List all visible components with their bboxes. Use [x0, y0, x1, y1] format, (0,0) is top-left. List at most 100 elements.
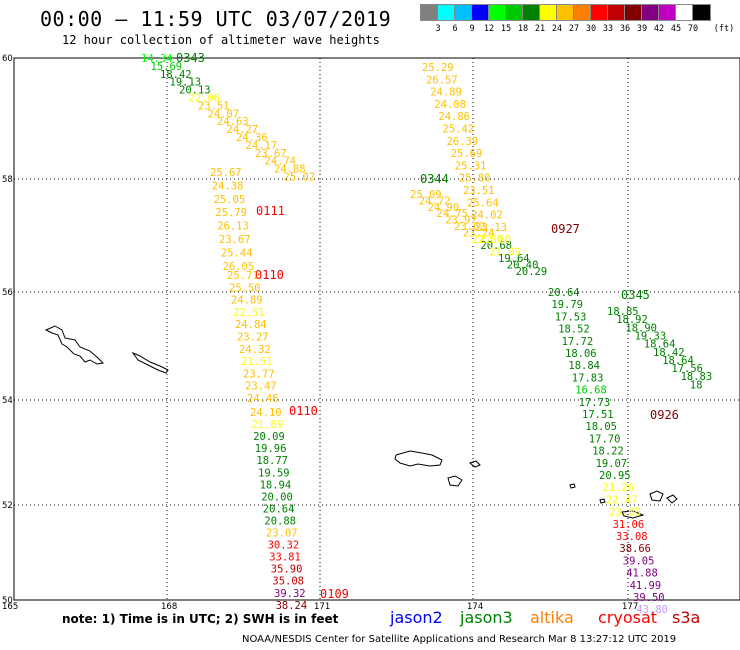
- wave-height-value: 18: [690, 379, 703, 391]
- wave-height-value: 24.08: [434, 99, 466, 111]
- wave-height-value: 17.72: [562, 336, 594, 348]
- wave-height-value: 21.09: [489, 247, 521, 259]
- wave-height-value: 25.64: [467, 197, 499, 209]
- wave-height-value: 23.67: [219, 234, 251, 246]
- wave-height-value: 16.68: [575, 385, 607, 397]
- scale-swatch: [675, 4, 694, 21]
- wave-height-value: 19.64: [498, 253, 530, 265]
- wave-height-value: 25.80: [459, 173, 491, 185]
- wave-height-value: 22.50: [479, 234, 511, 246]
- wave-height-value: 24.46: [247, 393, 279, 405]
- scale-swatch: [590, 4, 609, 21]
- scale-swatch: [454, 4, 473, 21]
- coastline-island: [468, 460, 481, 468]
- scale-swatch: [522, 4, 541, 21]
- wave-height-value: 20.88: [264, 516, 296, 528]
- legend-s3a: s3a: [672, 608, 701, 627]
- coastline-island: [447, 475, 463, 487]
- legend-jason2: jason2: [390, 608, 443, 627]
- scale-tick-label: 33: [602, 24, 614, 34]
- coastline-island: [131, 351, 169, 374]
- latitude-label: 56: [2, 288, 13, 298]
- wave-height-value: 23.47: [245, 381, 277, 393]
- wave-height-value: 23.07: [266, 528, 298, 540]
- wave-height-value: 17.53: [555, 311, 587, 323]
- scale-tick-label: 15: [500, 24, 512, 34]
- wave-height-value: 23.97: [445, 215, 477, 227]
- scale-tick-label: 21: [534, 24, 546, 34]
- coastline-island: [649, 490, 664, 502]
- wave-height-value: 35.08: [272, 576, 304, 588]
- wave-height-value: 21.69: [252, 419, 284, 431]
- wave-height-value: 15.69: [151, 61, 183, 73]
- wave-height-value: 19.13: [170, 77, 202, 89]
- scale-swatch: [624, 4, 643, 21]
- wave-height-value: 24.88: [274, 164, 306, 176]
- pass-time-label: 0110: [255, 268, 284, 282]
- wave-height-value: 23.62: [454, 221, 486, 233]
- wave-height-value: 24.36: [236, 132, 268, 144]
- wave-height-value: 25.29: [422, 62, 454, 74]
- page-title: 00:00 – 11:59 UTC 03/07/2019: [40, 7, 392, 31]
- scale-unit: (ft): [713, 24, 735, 34]
- pass-time-label: 0343: [176, 51, 205, 65]
- wave-height-value: 18.06: [565, 348, 597, 360]
- wave-height-value: 20.64: [263, 503, 295, 515]
- wave-height-value: 24.07: [208, 108, 240, 120]
- legend-cryosat: cryosat: [598, 608, 658, 627]
- wave-height-value: 26.57: [426, 74, 458, 86]
- coastline-island: [569, 483, 576, 489]
- wave-height-value: 18.92: [616, 314, 648, 326]
- wave-height-value: 19.59: [258, 467, 290, 479]
- wave-height-value: 22.51: [233, 307, 265, 319]
- scale-tick-label: 9: [469, 24, 475, 34]
- latitude-label: 52: [2, 501, 13, 511]
- wave-height-value: 25.05: [214, 194, 246, 206]
- wave-height-value: 23.67: [255, 148, 287, 160]
- wave-height-value: 39.32: [274, 588, 306, 600]
- wave-height-value: 20.68: [480, 240, 512, 252]
- wave-height-value: 14.34: [141, 53, 173, 65]
- scale-swatch: [607, 4, 626, 21]
- wave-height-value: 25.09: [410, 189, 442, 201]
- wave-height-value: 18.42: [653, 347, 685, 359]
- scale-tick-label: 42: [653, 24, 665, 34]
- wave-height-value: 30.32: [268, 540, 300, 552]
- wave-height-value: 24.84: [235, 319, 267, 331]
- wave-height-value: 25.67: [210, 167, 242, 179]
- wave-height-value: 26.13: [217, 221, 249, 233]
- coastline-island: [394, 450, 443, 467]
- scale-swatch: [437, 4, 456, 21]
- wave-height-value: 25.79: [215, 207, 247, 219]
- latitude-label: 54: [2, 396, 13, 406]
- wave-height-value: 19.07: [596, 458, 628, 470]
- coastline-island: [599, 498, 606, 504]
- coastline-island: [621, 510, 645, 519]
- pass-time-label: 0109: [320, 587, 349, 601]
- wave-height-value: 26.39: [447, 136, 479, 148]
- wave-height-labels: 034314.3415.6918.4219.1320.1322.0623.512…: [141, 51, 712, 616]
- wave-height-value: 33.08: [616, 531, 648, 543]
- wave-height-value: 38.66: [619, 543, 651, 555]
- scale-tick-label: 3: [435, 24, 441, 34]
- wave-height-value: 23.27: [237, 332, 269, 344]
- wave-height-value: 18.90: [625, 322, 657, 334]
- wave-height-value: 24.38: [212, 180, 244, 192]
- longitude-label: 171: [314, 602, 330, 612]
- wave-height-value: 24.63: [217, 116, 249, 128]
- wave-height-value: 18.05: [585, 421, 617, 433]
- wave-height-value: 19.79: [551, 299, 583, 311]
- wave-height-value: 24.89: [231, 295, 263, 307]
- wave-height-value: 24.74: [265, 156, 297, 168]
- pass-time-label: 0345: [621, 288, 650, 302]
- wave-height-value: 18.52: [558, 324, 590, 336]
- wave-height-value: 41.99: [630, 580, 662, 592]
- longitude-label: 174: [467, 602, 483, 612]
- wave-height-value: 24.90: [428, 202, 460, 214]
- wave-height-value: 18.83: [681, 371, 713, 383]
- wave-height-value: 38.24: [276, 600, 308, 612]
- wave-height-value: 23.00: [609, 507, 641, 519]
- credit-line: NOAA/NESDIS Center for Satellite Applica…: [242, 634, 677, 645]
